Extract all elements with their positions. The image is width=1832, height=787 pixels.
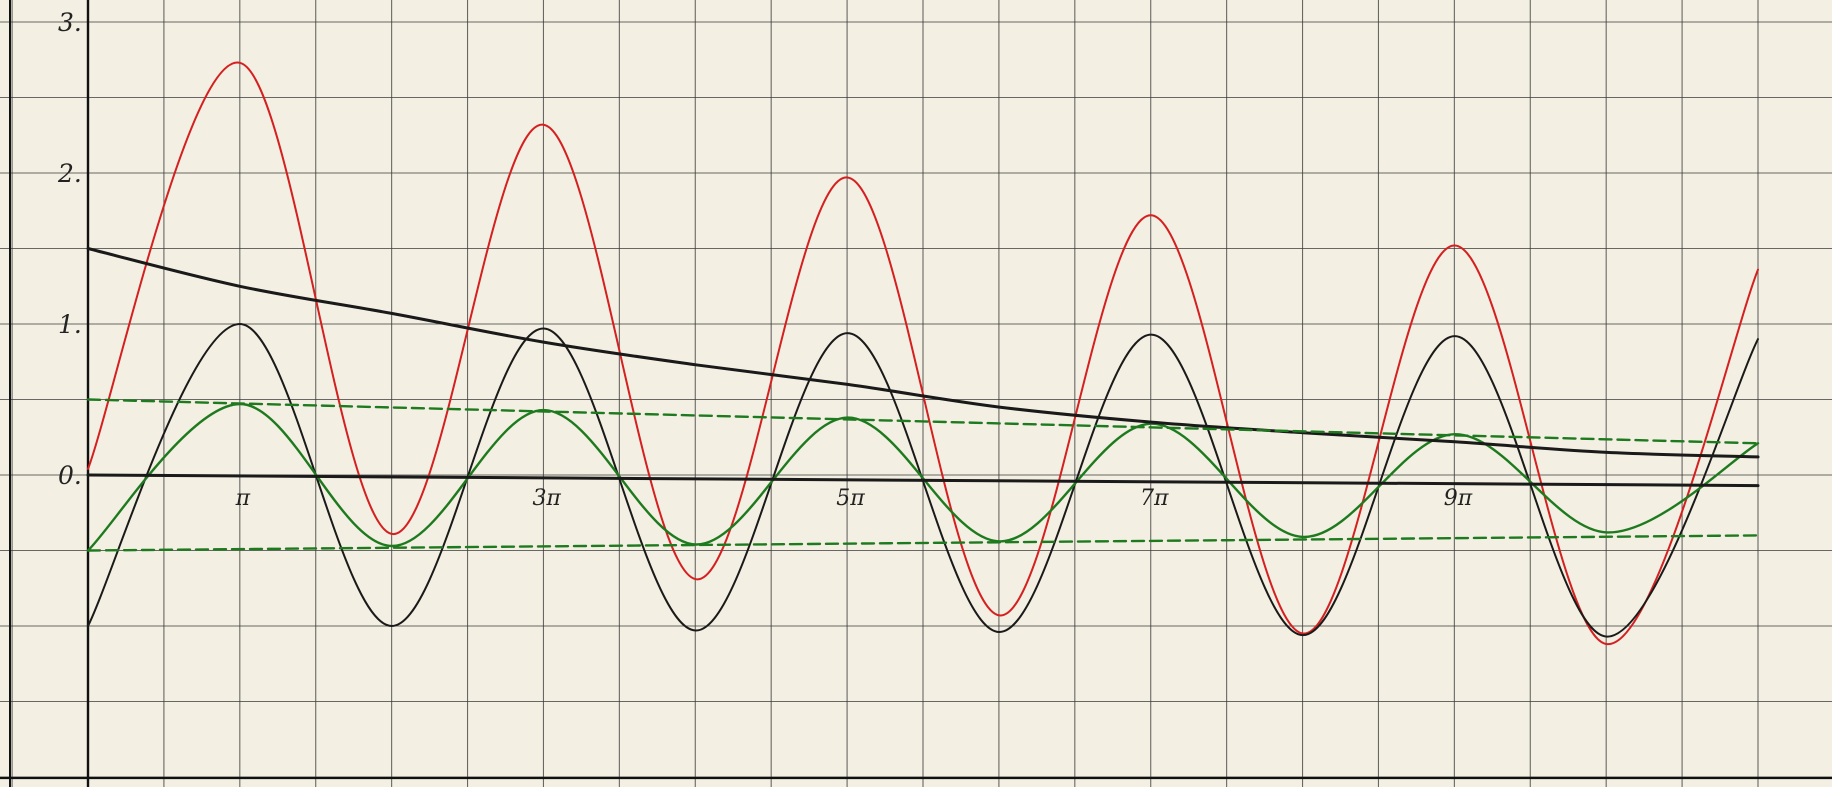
x-tick-label: 3π xyxy=(532,486,561,511)
tick-labels: 0. 1. 2. 3. π 3π 5π 7π 9π xyxy=(57,8,1473,511)
x-tick-label: 5π xyxy=(836,486,865,511)
y-tick-label: 0. xyxy=(58,461,82,490)
series-line-black-decay xyxy=(86,247,1760,459)
series-line-green-upper-envelope xyxy=(86,398,1760,445)
x-tick-label: π xyxy=(235,486,251,511)
series-line-green-lower-envelope xyxy=(86,534,1760,552)
x-tick-label: 9π xyxy=(1444,486,1473,511)
series-group xyxy=(86,61,1760,646)
y-tick-label: 3. xyxy=(58,8,82,37)
series-line-black-oscillation xyxy=(87,323,1759,638)
y-tick-label: 2. xyxy=(57,159,82,188)
series-line-red-oscillation xyxy=(87,61,1759,646)
series-line-zero-axis xyxy=(86,473,1760,488)
y-tick-label: 1. xyxy=(58,310,82,339)
x-tick-label: 7π xyxy=(1140,486,1169,511)
series-line-green-oscillation xyxy=(86,402,1760,552)
